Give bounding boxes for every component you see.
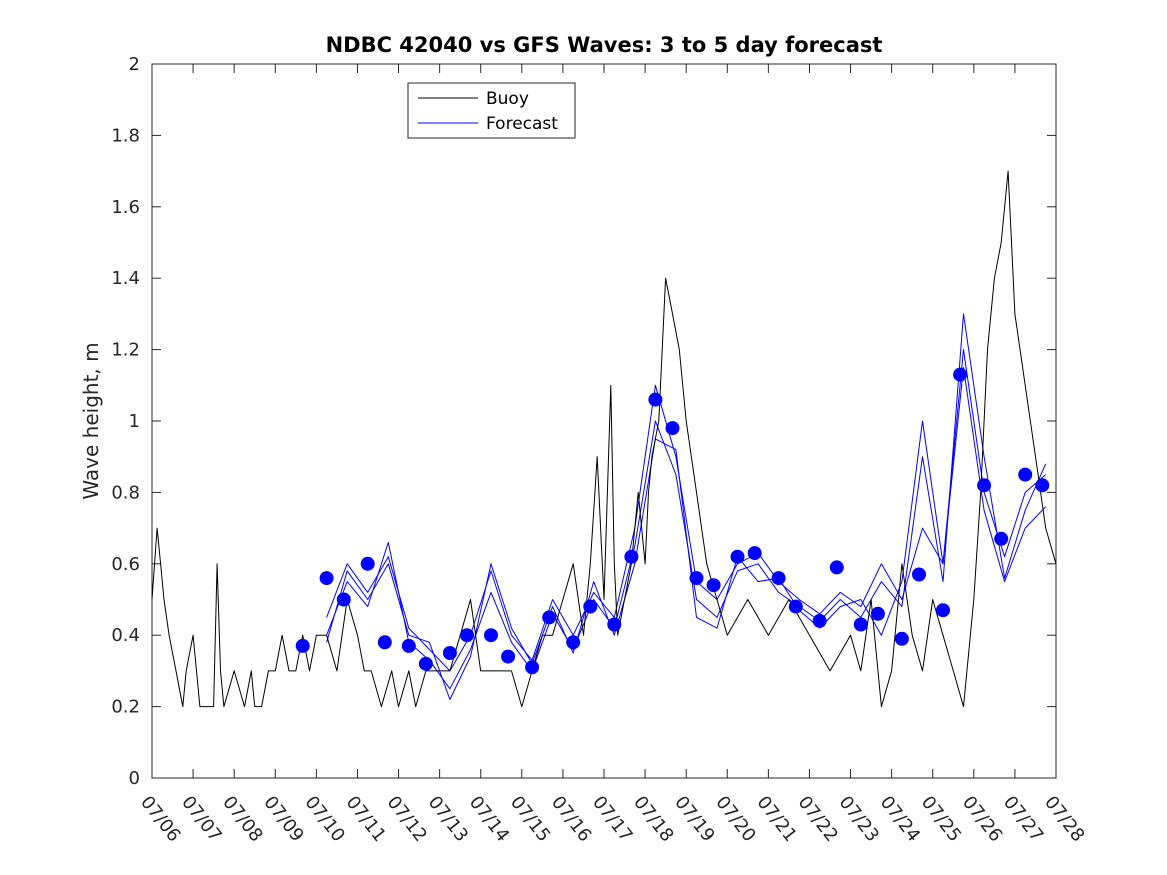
forecast-marker [542,610,557,625]
forecast-marker [336,592,351,607]
buoy-lines [151,170,1057,708]
forecast-marker [771,571,786,586]
y-axis: 0 0.2 0.4 0.6 0.8 1 1.2 1.4 1.6 1.8 2 [111,54,1056,789]
legend-box [407,82,576,139]
forecast-series-line [326,349,1047,672]
forecast-marker [501,649,516,664]
forecast-marker [936,603,950,618]
forecast-marker [994,531,1009,546]
y-tick-label: 0.2 [111,697,140,718]
forecast-marker [812,613,827,628]
y-tick-label: 2 [129,54,140,75]
forecast-marker [460,628,474,643]
forecast-marker [401,638,416,653]
forecast-marker [295,638,310,653]
forecast-marker [912,567,926,582]
y-tick-label: 1.2 [111,340,140,361]
plot-area [151,63,1057,779]
forecast-marker [484,628,498,643]
forecast-marker [377,635,392,650]
y-tick-label: 1.6 [111,197,140,218]
forecast-marker [1035,478,1050,493]
y-tick-label: 0.6 [111,554,140,575]
forecast-marker [648,392,663,407]
forecast-marker [1018,467,1033,482]
legend: Buoy Forecast [407,82,576,139]
forecast-marker [665,421,680,436]
forecast-series-line [326,367,1047,700]
chart-title: NDBC 42040 vs GFS Waves: 3 to 5 day fore… [326,33,883,57]
forecast-marker [853,617,868,632]
forecast-marker [977,478,992,493]
forecast-marker [870,606,885,621]
legend-buoy-label: Buoy [486,89,529,109]
legend-forecast-label: Forecast [486,114,558,134]
forecast-marker [624,549,639,564]
forecast-marker [953,367,968,382]
y-axis-label: Wave height, m [79,342,103,499]
y-tick-label: 1 [129,411,140,432]
forecast-marker [894,631,909,646]
forecast-marker [689,571,704,586]
forecast-marker [525,660,540,675]
forecast-marker [566,635,581,650]
buoy-series-line [151,170,1057,708]
y-tick-label: 1.4 [111,268,140,289]
forecast-markers [295,367,1050,675]
forecast-marker [829,560,844,575]
forecast-marker [788,599,803,614]
forecast-marker [360,556,375,571]
forecast-marker [706,578,721,593]
forecast-marker [442,646,457,660]
forecast-marker [730,549,745,564]
forecast-marker [319,571,334,586]
y-tick-label: 1.8 [111,125,140,146]
forecast-marker [607,617,622,632]
y-tick-label: 0 [129,768,140,789]
forecast-marker [418,656,433,671]
forecast-marker [583,599,598,614]
y-tick-label: 0.4 [111,625,140,646]
y-tick-label: 0.8 [111,482,140,503]
forecast-marker [747,546,762,561]
forecast-lines [326,313,1047,700]
